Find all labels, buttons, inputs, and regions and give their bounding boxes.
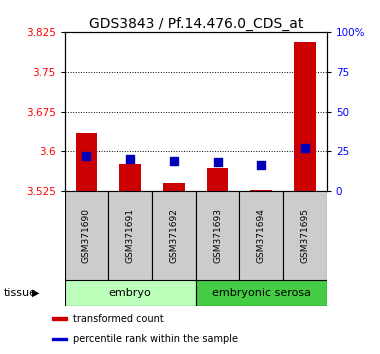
Text: GSM371693: GSM371693 <box>213 208 222 263</box>
Bar <box>52 318 67 320</box>
Text: GSM371695: GSM371695 <box>301 208 309 263</box>
Text: percentile rank within the sample: percentile rank within the sample <box>73 334 238 344</box>
Text: transformed count: transformed count <box>73 314 164 324</box>
Point <box>127 156 133 162</box>
Bar <box>152 191 196 280</box>
Bar <box>250 190 272 191</box>
Bar <box>65 280 196 306</box>
Bar <box>239 191 283 280</box>
Bar <box>207 169 228 191</box>
Text: ▶: ▶ <box>32 288 40 298</box>
Bar <box>196 280 327 306</box>
Point <box>171 158 177 164</box>
Point <box>258 162 264 168</box>
Bar <box>52 338 67 340</box>
Title: GDS3843 / Pf.14.476.0_CDS_at: GDS3843 / Pf.14.476.0_CDS_at <box>89 17 303 31</box>
Text: GSM371694: GSM371694 <box>257 208 266 263</box>
Point <box>214 159 220 165</box>
Text: GSM371692: GSM371692 <box>169 208 178 263</box>
Bar <box>76 133 97 191</box>
Bar <box>163 183 185 191</box>
Text: GSM371690: GSM371690 <box>82 208 91 263</box>
Point <box>302 145 308 150</box>
Text: embryo: embryo <box>109 288 152 298</box>
Bar <box>65 191 108 280</box>
Bar <box>196 191 239 280</box>
Bar <box>294 42 316 191</box>
Text: GSM371691: GSM371691 <box>126 208 135 263</box>
Bar <box>283 191 327 280</box>
Bar <box>119 164 141 191</box>
Point <box>84 153 90 159</box>
Text: embryonic serosa: embryonic serosa <box>212 288 311 298</box>
Text: tissue: tissue <box>4 288 37 298</box>
Bar <box>108 191 152 280</box>
